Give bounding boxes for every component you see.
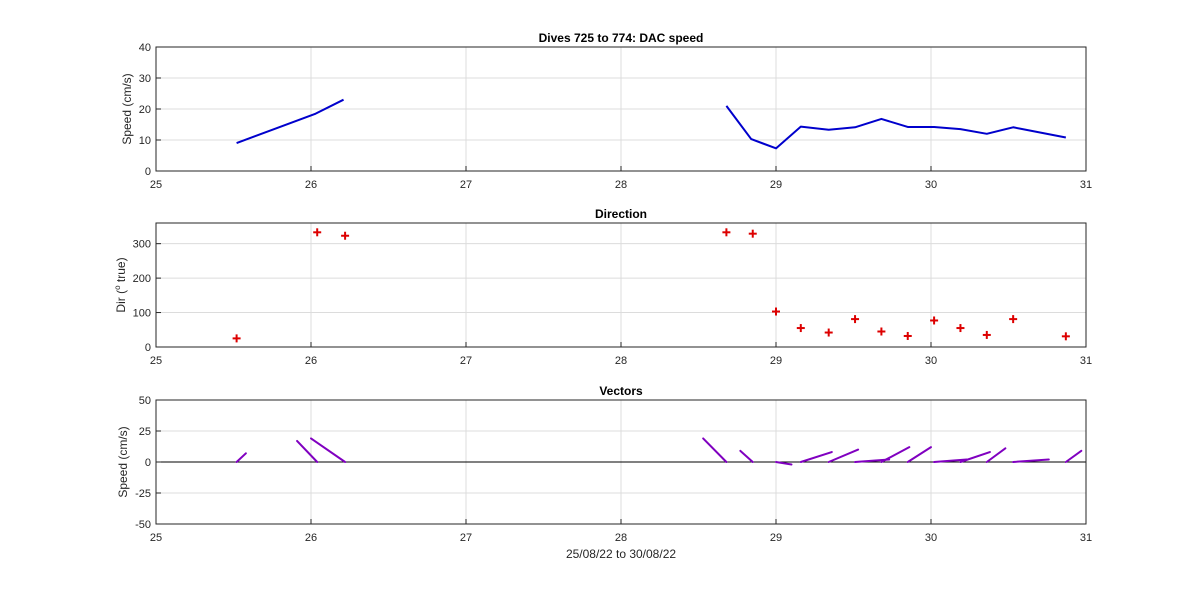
- vectors-panel: 25 26 27 28 29 30 31 -50 -25 0 25 50 Vectors Speed …: [116, 384, 1092, 544]
- direction-panel-title: Direction: [595, 207, 647, 221]
- direction-xtick-label: 30: [925, 355, 937, 367]
- vectors-panel-frame: [155, 399, 1087, 525]
- direction-xtick-label: 29: [770, 355, 782, 367]
- vector-segment: [702, 437, 728, 463]
- vectors-ytick-label: -25: [135, 488, 151, 500]
- speed-panel-ylabel: Speed (cm/s): [120, 73, 134, 144]
- vectors-panel-ylabel: Speed (cm/s): [116, 426, 130, 497]
- speed-xtick-label: 27: [460, 179, 472, 191]
- speed-xtick-label: 30: [925, 179, 937, 191]
- speed-xtick-label: 25: [150, 179, 162, 191]
- vector-segment: [933, 458, 968, 463]
- vector-segment: [799, 451, 833, 463]
- vector-segment: [1064, 449, 1083, 463]
- speed-ytick-label: 10: [139, 135, 151, 147]
- vector-segment: [985, 447, 1007, 463]
- vector-segment: [775, 461, 793, 466]
- vector-segment: [880, 446, 911, 463]
- figure-xlabel: 25/08/22 to 30/08/22: [566, 547, 676, 561]
- vector-segment: [1012, 458, 1050, 463]
- direction-panel-frame: [155, 222, 1087, 348]
- vector-segment: [959, 451, 991, 463]
- direction-point: [1061, 332, 1070, 341]
- direction-point: [772, 307, 780, 316]
- direction-ytick-label: 200: [133, 273, 151, 285]
- direction-ytick-label: 300: [133, 239, 151, 251]
- direction-point: [341, 231, 350, 240]
- direction-point: [1009, 315, 1018, 324]
- vector-segment: [739, 449, 754, 463]
- speed-xtick-label: 28: [615, 179, 627, 191]
- vector-segment: [235, 452, 247, 463]
- vectors-xtick-label: 28: [615, 532, 627, 544]
- direction-point: [232, 334, 241, 343]
- speed-xtick-label: 29: [770, 179, 782, 191]
- speed-xtick-label: 31: [1080, 179, 1092, 191]
- direction-xtick-label: 25: [150, 355, 162, 367]
- direction-ylabel-tail: true): [114, 257, 128, 285]
- speed-ytick-label: 0: [145, 166, 151, 178]
- vectors-xtick-label: 26: [305, 532, 317, 544]
- direction-point: [796, 324, 805, 333]
- speed-ytick-label: 40: [139, 42, 151, 54]
- direction-point: [722, 228, 731, 237]
- vector-segment: [906, 446, 932, 463]
- speed-series-line: [725, 105, 1067, 150]
- speed-panel-title: Dives 725 to 774: DAC speed: [539, 31, 704, 45]
- speed-xtick-label: 26: [305, 179, 317, 191]
- direction-point: [982, 330, 991, 339]
- direction-point: [313, 228, 322, 237]
- direction-point: [956, 324, 965, 333]
- direction-xtick-label: 27: [460, 355, 472, 367]
- vectors-panel-title: Vectors: [599, 384, 643, 398]
- direction-ylabel-main: Dir (: [114, 290, 128, 313]
- speed-series-line: [236, 98, 344, 145]
- vectors-xtick-label: 31: [1080, 532, 1092, 544]
- direction-point: [930, 316, 939, 325]
- direction-panel-ylabel: Dir (o true): [113, 257, 128, 312]
- speed-ytick-label: 20: [139, 104, 151, 116]
- direction-point: [824, 328, 833, 337]
- vectors-ytick-label: 25: [139, 426, 151, 438]
- direction-ytick-label: 0: [145, 342, 151, 354]
- speed-ytick-label: 30: [139, 73, 151, 85]
- direction-panel: 25 26 27 28 29 30 31 0 100 200 300 Direction Dir (…: [113, 207, 1092, 367]
- vectors-ytick-label: 50: [139, 395, 151, 407]
- direction-point: [877, 327, 886, 336]
- vectors-xtick-label: 27: [460, 532, 472, 544]
- vectors-xtick-label: 29: [770, 532, 782, 544]
- vectors-xtick-label: 30: [925, 532, 937, 544]
- direction-point: [903, 331, 912, 340]
- vectors-xtick-label: 25: [150, 532, 162, 544]
- direction-xtick-label: 31: [1080, 355, 1092, 367]
- vector-segment: [827, 448, 860, 463]
- vector-segment: [296, 439, 319, 463]
- vectors-ytick-label: 0: [145, 457, 151, 469]
- direction-xtick-label: 26: [305, 355, 317, 367]
- direction-ytick-label: 100: [133, 308, 151, 320]
- vectors-ytick-label: -50: [135, 519, 151, 531]
- direction-point: [748, 229, 757, 238]
- vector-segment: [310, 437, 347, 463]
- direction-xtick-label: 28: [615, 355, 627, 367]
- speed-panel-frame: [155, 46, 1087, 172]
- direction-point: [851, 315, 860, 324]
- direction-ylabel-sup: o: [113, 285, 122, 290]
